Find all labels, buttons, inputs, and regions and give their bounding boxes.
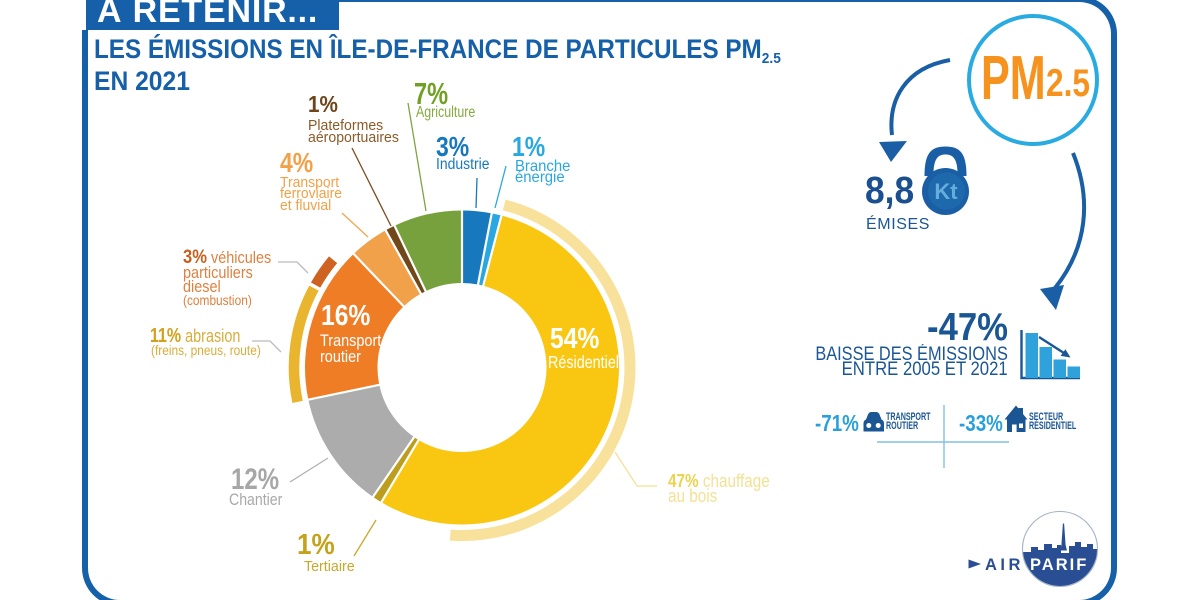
svg-text:Kt: Kt (934, 179, 958, 204)
svg-text:AIR: AIR (985, 556, 1024, 574)
svg-text:PARIF: PARIF (1030, 556, 1088, 574)
